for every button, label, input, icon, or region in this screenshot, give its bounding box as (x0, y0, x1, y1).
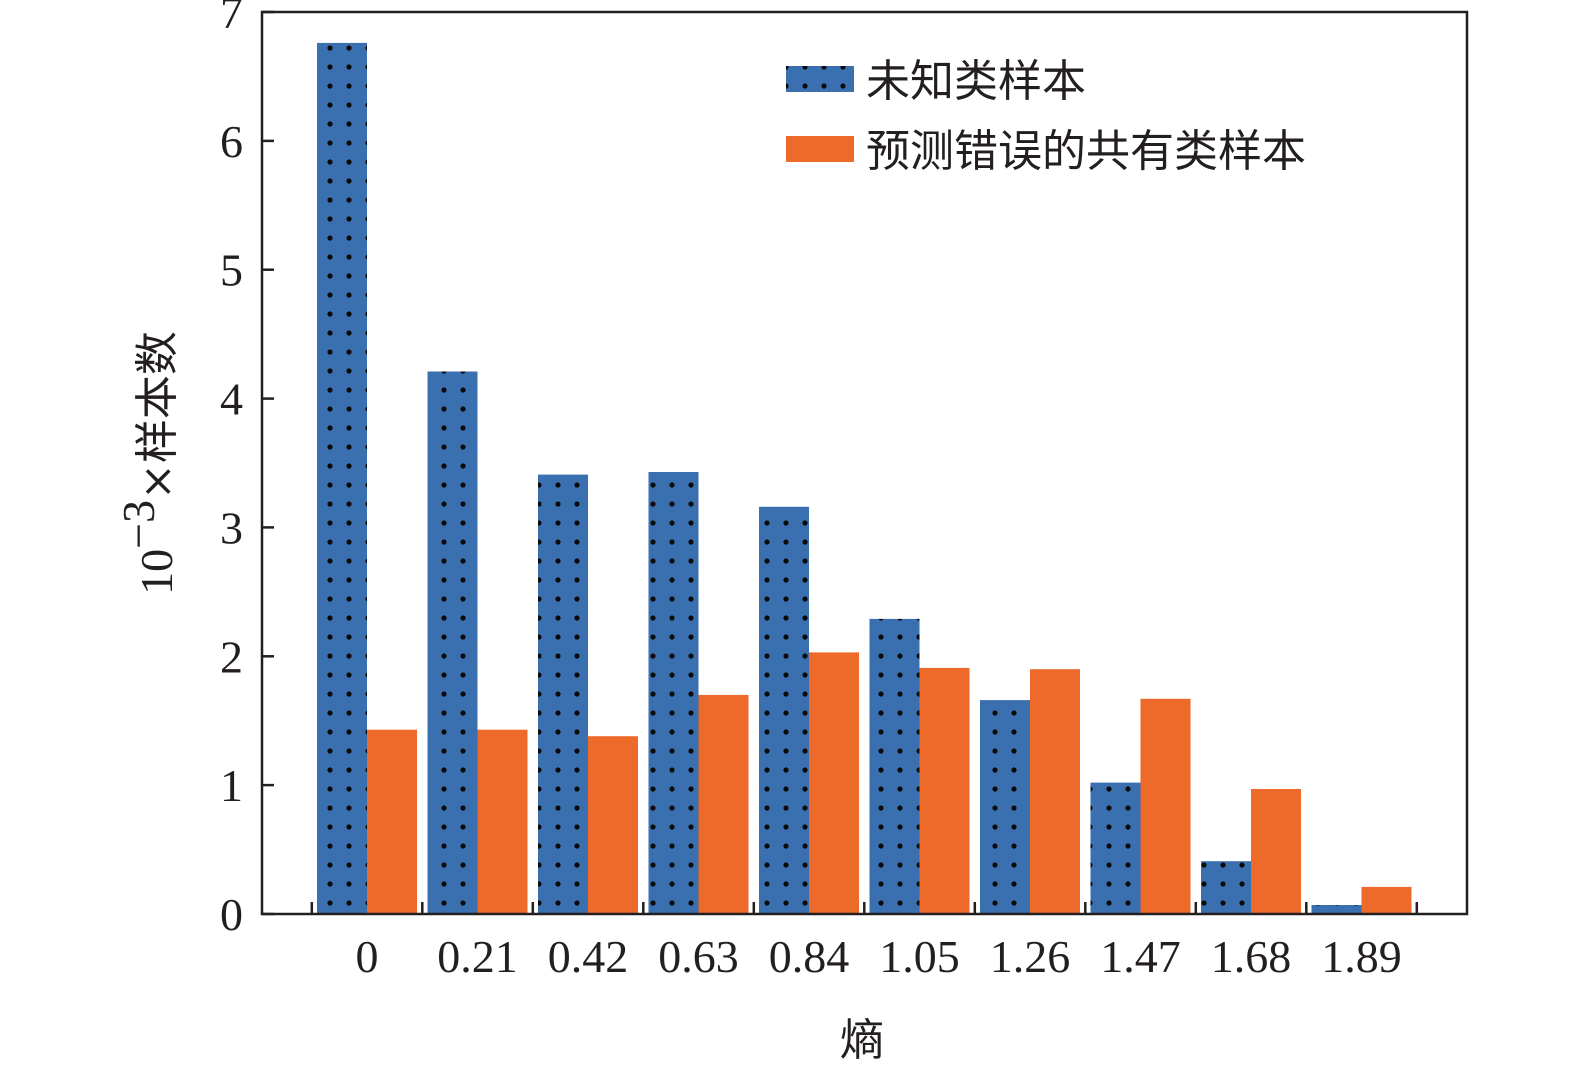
x-tick-label: 1.05 (879, 931, 960, 982)
x-tick-label: 1.89 (1321, 931, 1402, 982)
x-tick-label: 1.68 (1211, 931, 1292, 982)
x-tick-marks (310, 902, 1419, 914)
bar-misclassified-0.63 (698, 694, 749, 914)
bar-misclassified-1.26 (1030, 669, 1080, 914)
x-tick-labels: 0 0.21 0.42 0.63 0.84 1.05 1.26 1.47 1.68 1.89 (356, 931, 1402, 982)
y-tick-label: 7 (220, 0, 243, 38)
legend-label-unknown: 未知类样本 (866, 56, 1086, 107)
y-tick-labels: 0 1 2 3 4 5 6 7 (220, 0, 243, 940)
bar-misclassified-0 (367, 729, 417, 914)
x-tick-label: 0.63 (658, 931, 739, 982)
x-tick-label: 0.84 (769, 931, 850, 982)
y-axis-title: 10−3×样本数 (113, 331, 183, 595)
y-tick-label: 3 (220, 502, 243, 553)
x-tick-label: 0 (356, 931, 379, 982)
legend-swatch-misclassified (786, 136, 854, 162)
y-tick-label: 1 (220, 760, 243, 811)
legend: 未知类样本 预测错误的共有类样本 (786, 56, 1306, 177)
legend-swatch-unknown (786, 66, 854, 92)
bar-unknown-0.42 (538, 474, 588, 914)
y-tick-label: 2 (220, 631, 243, 682)
y-axis-title-rest: ×样本数 (132, 331, 183, 500)
y-axis-title-exponent: −3 (113, 500, 164, 549)
plot-frame (260, 10, 1469, 916)
bar-misclassified-0.21 (477, 729, 528, 914)
bar-misclassified-1.47 (1140, 698, 1191, 914)
bar-unknown-1.26 (980, 700, 1030, 914)
y-axis-title-base: 10 (131, 549, 182, 595)
bar-misclassified-1.68 (1251, 789, 1301, 914)
x-axis-title: 熵 (840, 1015, 884, 1066)
bar-unknown-1.68 (1201, 861, 1251, 914)
bar-unknown-1.89 (1311, 905, 1362, 914)
bar-unknown-0 (317, 42, 367, 914)
bar-misclassified-1.89 (1361, 886, 1412, 914)
bar-misclassified-0.84 (809, 652, 859, 914)
y-tick-label: 6 (220, 116, 243, 167)
bar-unknown-1.47 (1090, 782, 1141, 914)
y-tick-label: 0 (220, 889, 243, 940)
bar-unknown-0.21 (427, 371, 478, 914)
x-tick-label: 1.26 (990, 931, 1071, 982)
y-tick-label: 4 (220, 374, 243, 425)
x-tick-label: 0.42 (548, 931, 629, 982)
bar-misclassified-0.42 (588, 736, 638, 914)
y-tick-label: 5 (220, 245, 243, 296)
x-tick-label: 1.47 (1100, 931, 1181, 982)
bar-misclassified-1.05 (919, 667, 970, 914)
bars-group (317, 42, 1412, 914)
x-tick-label: 0.21 (437, 931, 518, 982)
legend-label-misclassified: 预测错误的共有类样本 (866, 126, 1306, 177)
bar-unknown-0.63 (648, 472, 699, 914)
bar-unknown-1.05 (869, 618, 920, 914)
bar-unknown-0.84 (759, 506, 809, 914)
